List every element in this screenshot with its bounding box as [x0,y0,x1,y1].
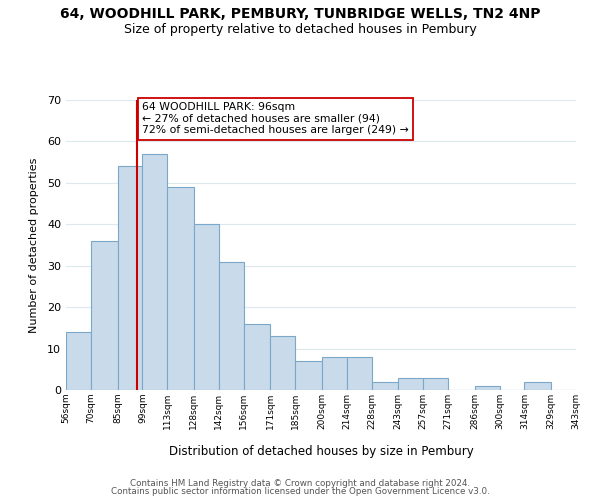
Bar [244,324,271,390]
Bar [167,187,194,390]
Bar [475,386,500,390]
Text: Distribution of detached houses by size in Pembury: Distribution of detached houses by size … [169,444,473,458]
Bar [118,166,142,390]
Bar [423,378,448,390]
Text: Contains HM Land Registry data © Crown copyright and database right 2024.: Contains HM Land Registry data © Crown c… [130,478,470,488]
Bar [524,382,551,390]
Bar [271,336,295,390]
Bar [347,357,371,390]
Bar [371,382,398,390]
Bar [322,357,347,390]
Text: 64, WOODHILL PARK, PEMBURY, TUNBRIDGE WELLS, TN2 4NP: 64, WOODHILL PARK, PEMBURY, TUNBRIDGE WE… [60,8,540,22]
Bar [142,154,167,390]
Bar [91,241,118,390]
Bar [219,262,244,390]
Bar [66,332,91,390]
Bar [295,361,322,390]
Bar [194,224,219,390]
Text: 64 WOODHILL PARK: 96sqm
← 27% of detached houses are smaller (94)
72% of semi-de: 64 WOODHILL PARK: 96sqm ← 27% of detache… [142,102,409,136]
Bar [398,378,423,390]
Text: Contains public sector information licensed under the Open Government Licence v3: Contains public sector information licen… [110,487,490,496]
Y-axis label: Number of detached properties: Number of detached properties [29,158,38,332]
Text: Size of property relative to detached houses in Pembury: Size of property relative to detached ho… [124,22,476,36]
